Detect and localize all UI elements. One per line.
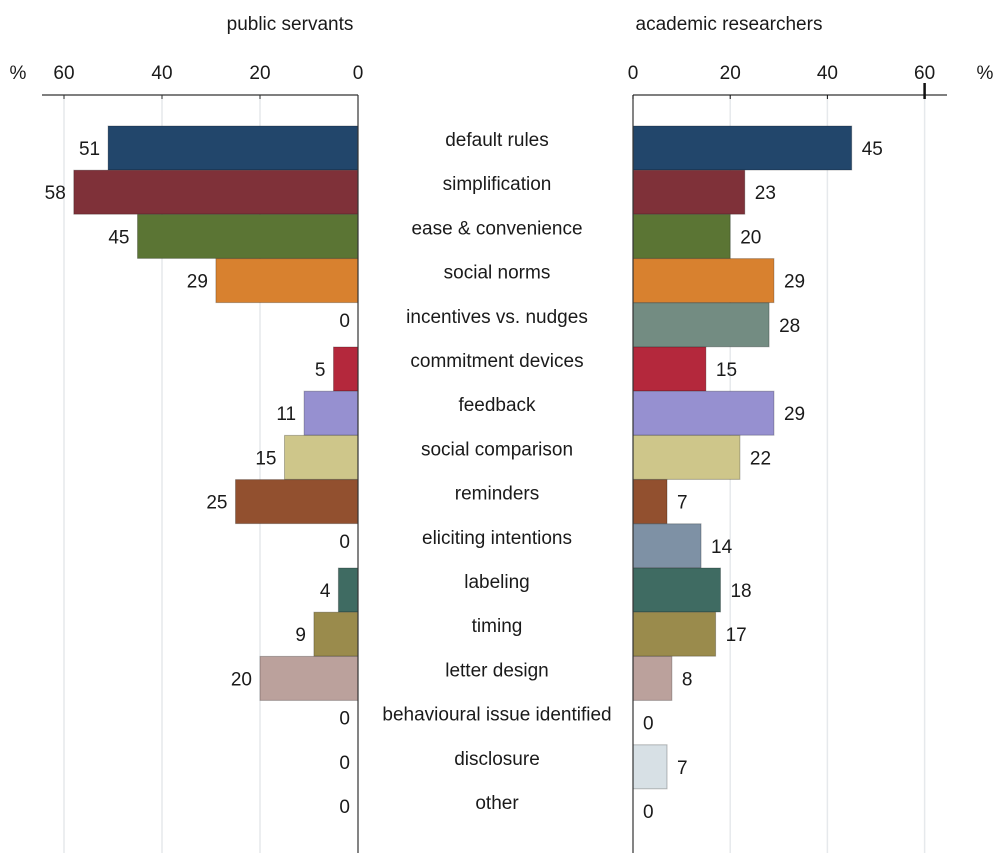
academic-researchers-bar xyxy=(632,655,673,701)
public-servants-bar xyxy=(303,390,359,436)
academic-researchers-bar xyxy=(632,523,702,569)
category-label: simplification xyxy=(443,174,552,195)
academic-researchers-value-label: 0 xyxy=(643,802,654,823)
public-servants-value-label: 0 xyxy=(339,709,350,730)
academic-researchers-value-label: 45 xyxy=(862,139,883,160)
public-servants-value-label: 0 xyxy=(339,797,350,818)
academic-researchers-bar xyxy=(632,611,717,657)
left-unit-label: % xyxy=(10,63,27,84)
right-tick-label: 60 xyxy=(914,63,935,84)
academic-researchers-bar xyxy=(632,479,668,525)
left-tick-label: 20 xyxy=(249,63,270,84)
left-panel-title: public servants xyxy=(227,14,354,35)
academic-researchers-bar xyxy=(632,744,668,790)
public-servants-value-label: 29 xyxy=(187,272,208,293)
left-tick-label: 40 xyxy=(151,63,172,84)
category-label: other xyxy=(475,793,519,814)
public-servants-value-label: 45 xyxy=(108,227,129,248)
category-label: disclosure xyxy=(454,749,540,770)
public-servants-bar xyxy=(137,213,359,259)
left-tick-label: 60 xyxy=(53,63,74,84)
academic-researchers-value-label: 0 xyxy=(643,714,654,735)
public-servants-value-label: 5 xyxy=(315,360,326,381)
public-servants-bar xyxy=(107,125,359,171)
category-label: reminders xyxy=(455,484,539,505)
left-tick-label: 0 xyxy=(353,63,364,84)
public-servants-value-label: 15 xyxy=(255,448,276,469)
academic-researchers-value-label: 28 xyxy=(779,316,800,337)
public-servants-bar xyxy=(337,567,359,613)
academic-researchers-bar xyxy=(632,258,775,304)
public-servants-bar xyxy=(215,258,359,304)
public-servants-value-label: 51 xyxy=(79,139,100,160)
public-servants-value-label: 4 xyxy=(320,581,331,602)
academic-researchers-bar xyxy=(632,213,731,259)
public-servants-bar xyxy=(73,169,359,215)
academic-researchers-value-label: 15 xyxy=(716,360,737,381)
public-servants-value-label: 0 xyxy=(339,311,350,332)
academic-researchers-value-label: 29 xyxy=(784,404,805,425)
public-servants-value-label: 0 xyxy=(339,532,350,553)
public-servants-bar xyxy=(333,346,359,392)
academic-researchers-value-label: 14 xyxy=(711,537,733,558)
academic-researchers-value-label: 23 xyxy=(755,183,776,204)
academic-researchers-bar xyxy=(632,567,721,613)
category-label: social comparison xyxy=(421,439,573,460)
category-label: behavioural issue identified xyxy=(382,705,611,726)
right-tick-label: 40 xyxy=(817,63,838,84)
academic-researchers-value-label: 18 xyxy=(730,581,751,602)
academic-researchers-value-label: 8 xyxy=(682,669,693,690)
academic-researchers-bar xyxy=(632,346,707,392)
category-label: social norms xyxy=(444,263,551,284)
academic-researchers-value-label: 7 xyxy=(677,758,688,779)
category-label: eliciting intentions xyxy=(422,528,572,549)
right-panel-title: academic researchers xyxy=(636,14,823,35)
category-label: timing xyxy=(472,616,523,637)
public-servants-bar xyxy=(259,655,359,701)
category-label: feedback xyxy=(458,395,536,416)
right-tick-label: 20 xyxy=(720,63,741,84)
academic-researchers-value-label: 17 xyxy=(726,625,747,646)
public-servants-value-label: 0 xyxy=(339,753,350,774)
academic-researchers-value-label: 29 xyxy=(784,272,805,293)
category-label: letter design xyxy=(445,660,549,681)
public-servants-value-label: 20 xyxy=(231,669,252,690)
public-servants-bar xyxy=(235,479,359,525)
category-label: commitment devices xyxy=(410,351,583,372)
public-servants-bars xyxy=(73,125,359,701)
academic-researchers-bars xyxy=(632,125,853,790)
academic-researchers-value-label: 7 xyxy=(677,493,688,514)
category-label: ease & convenience xyxy=(411,218,582,239)
public-servants-value-label: 58 xyxy=(45,183,66,204)
academic-researchers-value-label: 20 xyxy=(740,227,761,248)
public-servants-value-label: 9 xyxy=(295,625,306,646)
right-unit-label: % xyxy=(977,63,994,84)
category-label: labeling xyxy=(464,572,530,593)
public-servants-bar xyxy=(313,611,359,657)
academic-researchers-value-label: 22 xyxy=(750,448,771,469)
public-servants-bar xyxy=(284,434,359,480)
academic-researchers-bar xyxy=(632,434,741,480)
category-label: default rules xyxy=(445,130,549,151)
category-label: incentives vs. nudges xyxy=(406,307,588,328)
academic-researchers-bar xyxy=(632,169,746,215)
academic-researchers-bar xyxy=(632,302,770,348)
academic-researchers-bar xyxy=(632,390,775,436)
axes xyxy=(42,83,947,853)
academic-researchers-bar xyxy=(632,125,853,171)
public-servants-value-label: 11 xyxy=(276,404,296,425)
public-servants-value-label: 25 xyxy=(206,493,227,514)
right-tick-label: 0 xyxy=(628,63,639,84)
